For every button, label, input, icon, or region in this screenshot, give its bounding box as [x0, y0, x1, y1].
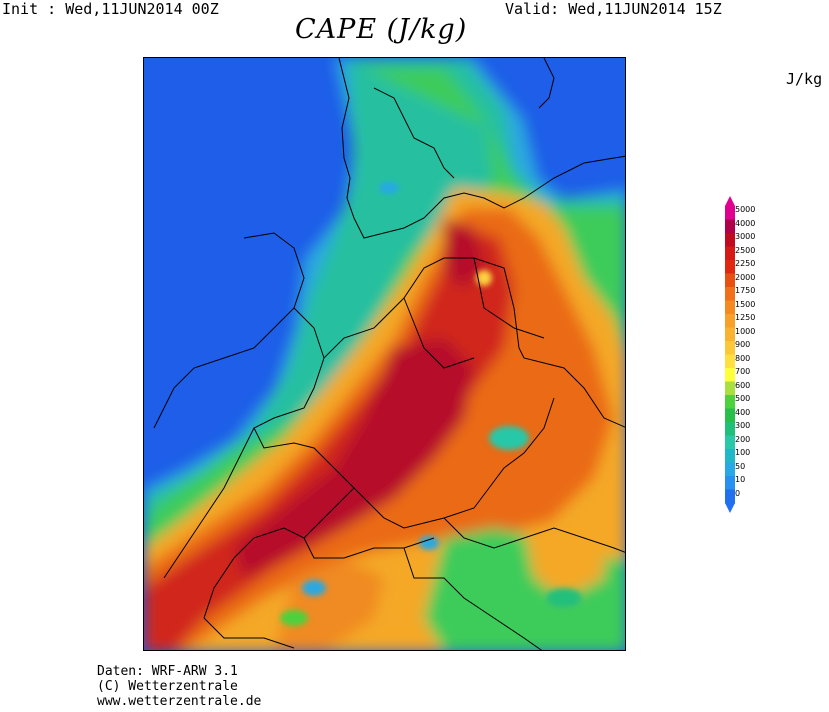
legend-label: 700 — [735, 367, 751, 376]
legend-swatch — [725, 462, 735, 477]
legend-swatch — [725, 327, 735, 342]
cape-map — [143, 57, 626, 651]
legend-arrow-bottom — [725, 503, 735, 513]
legend-swatch — [725, 422, 735, 436]
legend-swatch — [725, 341, 735, 355]
legend-swatch — [725, 489, 735, 504]
credit-line-copyright: (C) Wetterzentrale — [97, 679, 238, 694]
legend-label: 2250 — [735, 259, 756, 268]
legend-swatch — [725, 381, 735, 396]
legend-label: 600 — [735, 380, 751, 390]
legend-arrow-top — [725, 196, 735, 206]
legend-swatch — [725, 476, 735, 490]
legend-label: 300 — [735, 421, 751, 430]
legend-label: 1000 — [735, 326, 756, 336]
legend-label: 0 — [735, 488, 741, 498]
legend-swatch — [725, 219, 735, 234]
borders — [153, 58, 625, 650]
legend-swatch — [725, 449, 735, 463]
legend-swatch — [725, 408, 735, 423]
credit-line-url[interactable]: www.wetterzentrale.de — [97, 694, 262, 709]
legend-swatch — [725, 395, 735, 409]
cape-map-graphic — [144, 58, 625, 650]
legend-label: 800 — [735, 353, 751, 363]
legend-label: 400 — [735, 407, 751, 417]
legend-label: 4000 — [735, 218, 756, 228]
legend-label: 900 — [735, 340, 751, 349]
legend-label: 100 — [735, 448, 751, 457]
legend-label: 3000 — [735, 232, 756, 241]
legend-swatch — [725, 300, 735, 315]
legend-swatch — [725, 314, 735, 328]
legend-label: 50 — [735, 461, 746, 471]
legend-swatch — [725, 273, 735, 288]
legend-label: 10 — [735, 475, 746, 484]
color-legend: 5000 4000 3000 2500 2250 2000 1750 1500 1250 1000… — [724, 196, 829, 516]
legend-label: 1500 — [735, 299, 756, 309]
legend-swatch — [725, 246, 735, 261]
legend-colorbar — [725, 196, 735, 513]
legend-label: 1250 — [735, 313, 756, 322]
legend-swatch — [725, 287, 735, 301]
legend-label: 1750 — [735, 286, 756, 295]
legend-label: 5000 — [735, 205, 756, 214]
legend-label: 200 — [735, 434, 751, 444]
legend-swatch — [725, 233, 735, 247]
credit-line-data: Daten: WRF-ARW 3.1 — [97, 664, 238, 679]
legend-swatch — [725, 368, 735, 382]
legend-swatch — [725, 435, 735, 450]
legend-swatch — [725, 206, 735, 220]
init-time-label: Init : Wed,11JUN2014 00Z — [2, 0, 219, 18]
legend-label: 500 — [735, 394, 751, 403]
unit-label: J/kg — [786, 70, 823, 88]
legend-label: 2000 — [735, 272, 756, 282]
legend-swatch — [725, 354, 735, 369]
credits: Daten: WRF-ARW 3.1 (C) Wetterzentrale ww… — [97, 664, 261, 709]
valid-time-label: Valid: Wed,11JUN2014 15Z — [505, 0, 722, 18]
legend-swatch — [725, 260, 735, 274]
map-title: CAPE (J/kg) — [295, 14, 468, 45]
legend-label: 2500 — [735, 245, 756, 255]
